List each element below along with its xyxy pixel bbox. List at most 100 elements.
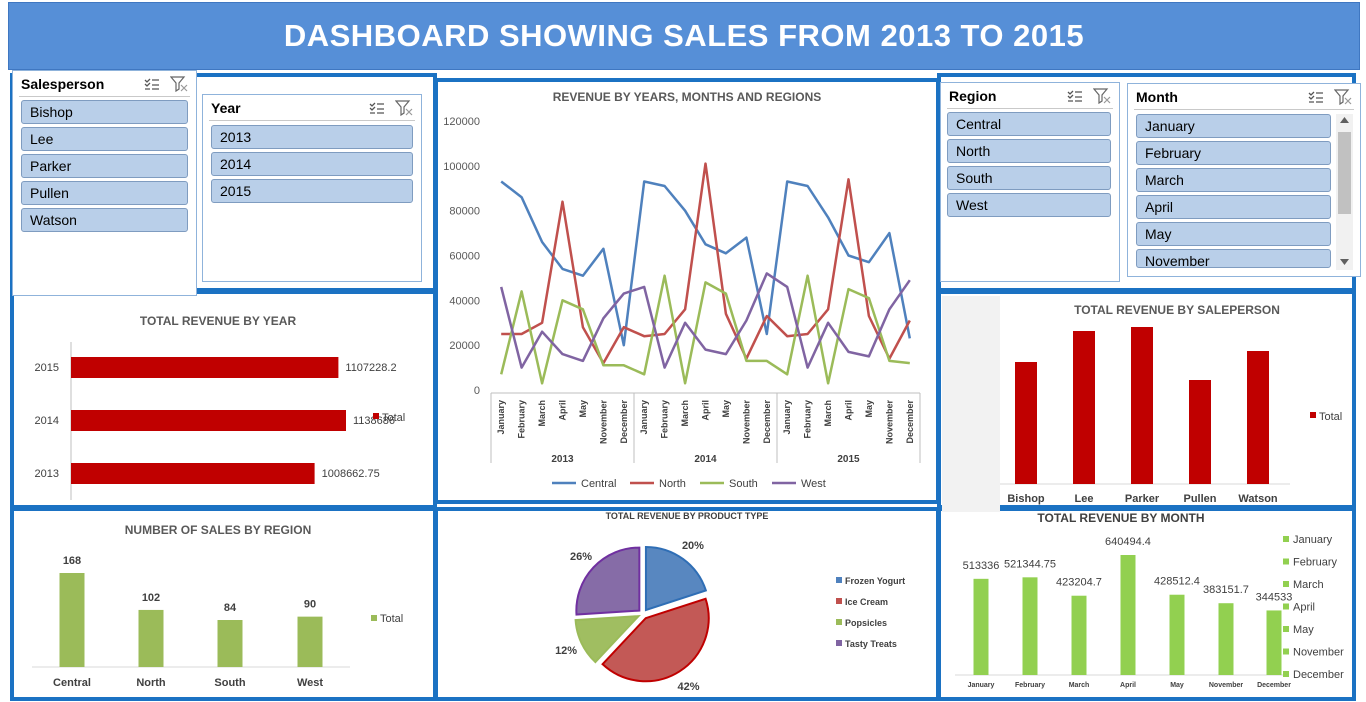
tick-label-april: April — [1120, 682, 1136, 689]
bar-2013 — [71, 463, 315, 484]
legend-label-december: December — [1293, 669, 1344, 681]
month-label-January: January — [496, 400, 506, 435]
y-tick-label: 120000 — [443, 116, 480, 128]
y-tick-label: 20000 — [449, 340, 480, 352]
month-item-march[interactable]: March — [1136, 168, 1331, 192]
legend-swatch — [371, 615, 377, 621]
slice-popsicles — [574, 614, 641, 664]
year-item-2014[interactable]: 2014 — [211, 152, 413, 176]
month-label-December: December — [619, 400, 629, 444]
legend-swatch-popsicles — [836, 619, 842, 625]
legend-label-tasty-treats: Tasty Treats — [845, 639, 897, 649]
multi-select-icon[interactable] — [1308, 90, 1324, 104]
year-item-2013[interactable]: 2013 — [211, 125, 413, 149]
salesperson-item-pullen[interactable]: Pullen — [21, 181, 188, 205]
month-item-may[interactable]: May — [1136, 222, 1331, 246]
chart-background-gap — [942, 296, 1000, 512]
month-label-March: March — [537, 400, 547, 427]
month-item-april[interactable]: April — [1136, 195, 1331, 219]
month-label-April: April — [558, 400, 568, 421]
month-label-February: February — [517, 400, 527, 439]
legend-label: Total — [380, 613, 403, 625]
clear-filter-icon[interactable] — [169, 76, 188, 92]
month-label-February: February — [803, 400, 813, 439]
legend-label: Total — [1319, 411, 1342, 423]
bar-may — [1169, 594, 1185, 675]
region-item-central[interactable]: Central — [947, 112, 1111, 136]
series-line-west — [499, 272, 911, 369]
month-label-April: April — [701, 400, 711, 421]
legend-label-ice-cream: Ice Cream — [845, 597, 888, 607]
bar-bishop — [1015, 362, 1037, 484]
chart-title: TOTAL REVENUE BY PRODUCT TYPE — [606, 511, 769, 521]
month-item-january[interactable]: January — [1136, 114, 1331, 138]
region-slicer-title: Region — [949, 88, 997, 104]
tick-label-2013: 2013 — [35, 468, 59, 480]
legend-swatch — [373, 413, 379, 419]
tick-label-february: February — [1015, 682, 1045, 689]
bar-january — [973, 578, 989, 675]
month-label-January: January — [639, 400, 649, 435]
slice-tasty-treats — [575, 546, 641, 616]
year-label-2013: 2013 — [551, 454, 574, 465]
month-slicer-scrollbar[interactable] — [1336, 114, 1353, 270]
data-label-march: 423204.7 — [1056, 577, 1102, 589]
region-item-south[interactable]: South — [947, 166, 1111, 190]
region-item-west[interactable]: West — [947, 193, 1111, 217]
tick-label-pullen: Pullen — [1183, 493, 1216, 505]
tick-label-west: West — [297, 677, 323, 689]
month-item-november[interactable]: November — [1136, 249, 1331, 268]
salesperson-item-lee[interactable]: Lee — [21, 127, 188, 151]
revenue-by-year-chart: TOTAL REVENUE BY YEAR 2015 1107228.2 2014 11… — [35, 314, 405, 500]
slice-frozen-yogurt — [644, 545, 708, 612]
salesperson-item-watson[interactable]: Watson — [21, 208, 188, 232]
revenue-by-product-chart: TOTAL REVENUE BY PRODUCT TYPE 20% 42% 12% 26… — [555, 511, 905, 693]
tick-label-central: Central — [53, 677, 91, 689]
legend-label-popsicles: Popsicles — [845, 618, 887, 628]
region-item-north[interactable]: North — [947, 139, 1111, 163]
month-item-february[interactable]: February — [1136, 141, 1331, 165]
scroll-up-icon[interactable] — [1340, 117, 1349, 123]
revenue-line-chart: REVENUE BY YEARS, MONTHS AND REGIONS 1200… — [443, 90, 921, 490]
multi-select-icon[interactable] — [369, 101, 385, 115]
legend-swatch-march — [1283, 581, 1289, 587]
legend-swatch-ice-cream — [836, 598, 842, 604]
bar-lee — [1073, 331, 1095, 484]
multi-select-icon[interactable] — [1067, 89, 1083, 103]
clear-filter-icon[interactable] — [1333, 89, 1352, 105]
scrollbar-thumb[interactable] — [1338, 132, 1351, 214]
series-line-central — [500, 180, 912, 347]
salesperson-item-bishop[interactable]: Bishop — [21, 100, 188, 124]
data-label-popsicles: 12% — [555, 645, 577, 657]
y-tick-label: 0 — [474, 385, 480, 397]
bar-november — [1218, 603, 1234, 675]
bar-watson — [1247, 351, 1269, 484]
clear-filter-icon[interactable] — [1092, 88, 1111, 104]
year-slicer-title: Year — [211, 100, 241, 116]
bar-central — [59, 573, 85, 667]
y-tick-label: 40000 — [449, 295, 480, 307]
tick-label-parker: Parker — [1125, 493, 1160, 505]
month-label-November: November — [598, 400, 608, 445]
bar-pullen — [1189, 380, 1211, 484]
bar-march — [1071, 595, 1087, 675]
month-label-November: November — [741, 400, 751, 445]
clear-filter-icon[interactable] — [394, 100, 413, 116]
tick-label-watson: Watson — [1238, 493, 1278, 505]
chart-title: TOTAL REVENUE BY SALEPERSON — [1074, 303, 1280, 317]
multi-select-icon[interactable] — [144, 77, 160, 91]
data-label-december: 344533 — [1256, 591, 1293, 603]
legend-swatch-december — [1283, 671, 1289, 677]
legend-label-march: March — [1293, 579, 1324, 591]
bar-december — [1266, 610, 1282, 675]
salesperson-item-parker[interactable]: Parker — [21, 154, 188, 178]
tick-label-may: May — [1170, 682, 1184, 689]
y-tick-label: 60000 — [449, 251, 480, 263]
bar-april — [1120, 555, 1136, 675]
month-label-December: December — [762, 400, 772, 444]
month-label-March: March — [823, 400, 833, 427]
year-item-2015[interactable]: 2015 — [211, 179, 413, 203]
scroll-down-icon[interactable] — [1340, 259, 1349, 265]
slice-ice-cream — [601, 597, 710, 683]
y-tick-label: 80000 — [449, 206, 480, 218]
